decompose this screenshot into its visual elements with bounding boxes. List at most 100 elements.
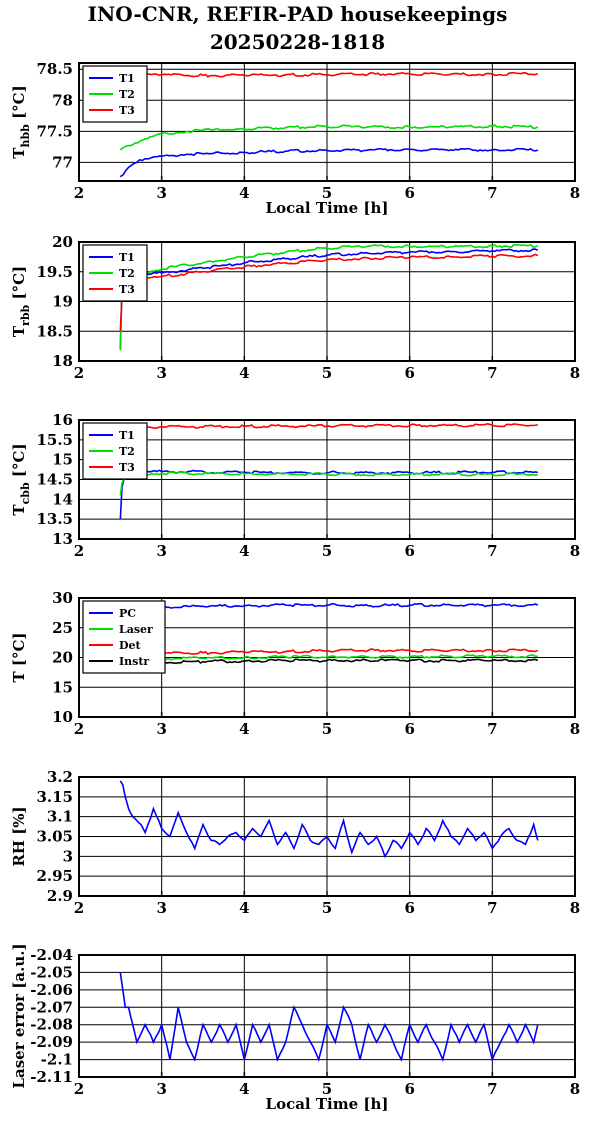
series-line-instr — [120, 658, 539, 665]
y-tick-label: 18.5 — [36, 322, 73, 340]
series-line-t1 — [119, 248, 539, 350]
x-tick-label: 7 — [487, 720, 497, 738]
y-axis-label: T [°C] — [10, 632, 28, 682]
y-tick-label: 3 — [63, 847, 73, 865]
legend: T1 T2 T3 — [82, 422, 148, 480]
series-line-t1 — [119, 147, 539, 178]
y-tick-label: 15 — [52, 451, 73, 469]
y-tick-label: 78 — [52, 91, 73, 109]
x-tick-label: 2 — [74, 184, 84, 202]
x-tick-label: 2 — [74, 899, 84, 917]
x-axis-label: Local Time [h] — [266, 199, 389, 217]
y-tick-label: -2.05 — [30, 963, 73, 981]
x-tick-label: 6 — [404, 542, 414, 560]
series-line-t2 — [119, 124, 539, 151]
x-tick-label: 5 — [322, 899, 332, 917]
grid — [78, 954, 576, 1078]
y-axis-label: Tcbb [°C] — [10, 443, 32, 515]
legend-entry: T3 — [119, 283, 135, 296]
y-tick-label: -2.09 — [30, 1033, 73, 1051]
x-tick-label: 3 — [156, 364, 166, 382]
y-tick-label: 19 — [52, 293, 73, 311]
y-tick-label: 13.5 — [36, 510, 73, 528]
legend-entry: T2 — [119, 445, 135, 458]
legend-entry: Laser — [119, 623, 153, 636]
series-line-det — [119, 648, 539, 657]
grid — [78, 776, 576, 897]
legend-box — [82, 244, 148, 302]
legend-entry: T3 — [119, 461, 135, 474]
x-tick-label: 7 — [487, 899, 497, 917]
legend-entry: T1 — [119, 429, 135, 442]
legend-entry: PC — [119, 607, 136, 620]
y-tick-label: 14.5 — [36, 471, 73, 489]
series-line-t2 — [119, 471, 539, 496]
x-tick-label: 3 — [156, 720, 166, 738]
x-tick-label: 2 — [74, 720, 84, 738]
y-axis-label: Trbb [°C] — [10, 266, 32, 337]
legend-entry: T2 — [119, 267, 135, 280]
x-tick-label: 8 — [570, 364, 580, 382]
y-tick-label: -2.07 — [30, 998, 73, 1016]
x-tick-label: 5 — [322, 1080, 332, 1098]
x-tick-label: 8 — [570, 542, 580, 560]
x-tick-label: 8 — [570, 184, 580, 202]
x-tick-label: 3 — [156, 184, 166, 202]
x-tick-label: 5 — [322, 542, 332, 560]
y-tick-label: 15.5 — [36, 431, 73, 449]
y-tick-label: -2.06 — [30, 981, 73, 999]
x-tick-label: 4 — [239, 184, 249, 202]
x-axis-label: Local Time [h] — [266, 1095, 389, 1113]
series-line-t3 — [119, 253, 539, 332]
grid — [78, 419, 576, 540]
series-line-data — [119, 972, 539, 1063]
y-tick-label: 16 — [52, 411, 73, 429]
series-line-pc — [119, 602, 539, 611]
y-tick-label: 2.95 — [36, 867, 73, 885]
legend-entry: T1 — [119, 251, 135, 264]
x-tick-label: 7 — [487, 184, 497, 202]
y-tick-label: 77 — [52, 153, 73, 171]
series-line-t3 — [119, 422, 538, 430]
y-tick-label: 19.5 — [36, 263, 73, 281]
y-tick-label: -2.08 — [30, 1016, 73, 1034]
x-tick-label: 3 — [156, 899, 166, 917]
series-line-t2 — [119, 243, 539, 351]
x-tick-label: 7 — [487, 1080, 497, 1098]
y-tick-label: 3.1 — [47, 808, 73, 826]
x-tick-label: 4 — [239, 542, 249, 560]
legend-box — [82, 600, 166, 674]
x-tick-label: 2 — [74, 542, 84, 560]
legend: T1 T2 T3 — [82, 65, 148, 123]
y-tick-label: 77.5 — [36, 122, 73, 140]
x-tick-label: 4 — [239, 364, 249, 382]
plot-frame — [78, 241, 576, 362]
legend-entry: Instr — [119, 655, 149, 668]
plot-frame — [78, 776, 576, 897]
y-tick-label: 15 — [52, 678, 73, 696]
y-tick-label: 3.15 — [36, 788, 73, 806]
y-tick-label: 10 — [52, 708, 73, 726]
plot-frame — [78, 597, 576, 718]
legend-entry: Det — [119, 639, 142, 652]
legend-entry: T1 — [119, 72, 135, 85]
figure-title-line1: INO-CNR, REFIR-PAD housekeepings — [87, 2, 508, 26]
y-tick-label: 3.05 — [36, 828, 73, 846]
x-tick-label: 8 — [570, 1080, 580, 1098]
legend-entry: T3 — [119, 104, 135, 117]
x-tick-label: 2 — [74, 1080, 84, 1098]
series-line-laser — [120, 654, 538, 662]
y-tick-label: 2.9 — [47, 887, 73, 905]
legend: T1 T2 T3 — [82, 244, 148, 302]
plot-frame — [78, 954, 576, 1078]
legend-box — [82, 422, 148, 480]
legend-box — [82, 65, 148, 123]
x-tick-label: 4 — [239, 899, 249, 917]
plot-frame — [78, 419, 576, 540]
x-tick-label: 4 — [239, 720, 249, 738]
